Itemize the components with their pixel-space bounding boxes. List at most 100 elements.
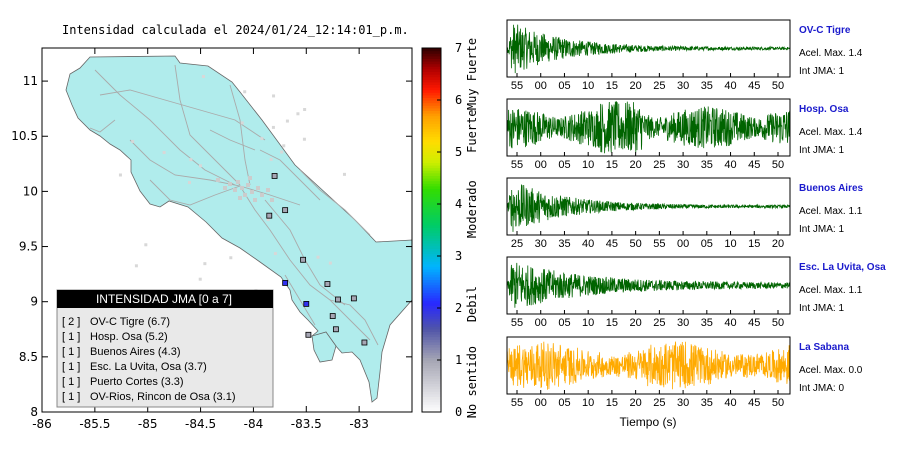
colorbar-strip bbox=[422, 393, 441, 397]
city-markers bbox=[118, 75, 346, 293]
colorbar-strip bbox=[422, 274, 441, 278]
trace-tick-label: 40 bbox=[724, 317, 736, 329]
colorbar-band-label: Debil bbox=[465, 286, 479, 322]
colorbar-strip bbox=[422, 279, 441, 283]
seismogram-panel: 55 00 05 10 15 20 25 30 35 40 45 50 OV-C Tigre Acel. … bbox=[506, 19, 863, 92]
town-marker bbox=[296, 112, 300, 116]
colorbar-strip bbox=[422, 328, 441, 332]
trace-frame bbox=[506, 336, 791, 395]
colorbar-strip bbox=[422, 224, 441, 228]
time-axis-label: Tiempo (s) bbox=[620, 415, 677, 429]
colorbar-strip bbox=[422, 107, 441, 111]
colorbar-strip bbox=[422, 282, 441, 286]
colorbar-strip bbox=[422, 237, 441, 241]
town-marker bbox=[134, 264, 138, 268]
colorbar-strip bbox=[422, 126, 441, 130]
road bbox=[129, 139, 301, 206]
city-marker bbox=[228, 182, 232, 186]
town-marker bbox=[240, 121, 244, 125]
town-marker bbox=[271, 125, 275, 129]
station-marker bbox=[329, 313, 336, 319]
town-marker bbox=[328, 261, 332, 265]
trace-tick-label: 10 bbox=[724, 238, 736, 250]
colorbar-strip bbox=[422, 165, 441, 169]
colorbar-strip bbox=[422, 152, 441, 156]
station-accel-max: Acel. Max. 1.1 bbox=[799, 206, 863, 217]
colorbar-tick-label: 5 bbox=[455, 145, 462, 159]
colorbar-strip bbox=[422, 313, 441, 317]
colorbar-strip bbox=[422, 146, 441, 150]
colorbar-strip bbox=[422, 84, 441, 88]
trace-tick-label: 10 bbox=[582, 397, 594, 409]
colorbar-strip bbox=[422, 380, 441, 384]
trace-frame bbox=[506, 177, 791, 236]
colorbar-strip bbox=[422, 188, 441, 192]
trace-tick-label: 00 bbox=[535, 80, 547, 92]
colorbar-tick-label: 3 bbox=[455, 249, 462, 263]
colorbar-strip bbox=[422, 185, 441, 189]
colorbar-strip bbox=[422, 175, 441, 179]
town-marker bbox=[229, 256, 233, 260]
map-title: Intensidad calculada el 2024/01/24_12:14… bbox=[62, 23, 409, 37]
colorbar-strip bbox=[422, 159, 441, 163]
trace-tick-label: 20 bbox=[630, 397, 642, 409]
colorbar-strip bbox=[422, 50, 441, 54]
town-marker bbox=[285, 119, 289, 123]
colorbar-tick-label: 2 bbox=[455, 301, 462, 315]
station-marker bbox=[266, 212, 273, 219]
colorbar-strip bbox=[422, 289, 441, 293]
colorbar-strip bbox=[422, 378, 441, 382]
trace-tick-label: 15 bbox=[606, 159, 618, 171]
station-name: Buenos Aires bbox=[799, 183, 864, 194]
city-marker bbox=[236, 180, 240, 184]
seismogram-panel: 25 30 35 40 45 50 55 00 05 10 15 20 Buenos Aires Acel… bbox=[506, 177, 864, 250]
intensity-map: -86 -85.5 -85 -84.5 -84 -83.5 -83 8 8.5 9 9.5 10 10… bbox=[11, 47, 413, 431]
legend-item-station: Esc. La Uvita, Osa (3.7) bbox=[90, 361, 207, 373]
road bbox=[174, 64, 241, 186]
city-marker bbox=[266, 188, 270, 192]
station-name: Hosp. Osa bbox=[799, 104, 849, 115]
city-marker bbox=[243, 193, 247, 197]
city-marker bbox=[223, 186, 227, 190]
colorbar-strip bbox=[422, 74, 441, 78]
station-marker bbox=[305, 331, 312, 338]
town-marker bbox=[201, 75, 205, 79]
road bbox=[89, 119, 116, 133]
colorbar-strip bbox=[422, 123, 441, 127]
colorbar-strip bbox=[422, 388, 441, 392]
station-intensity: Int JMA: 0 bbox=[799, 383, 844, 394]
town-marker bbox=[316, 255, 320, 259]
colorbar-strip bbox=[422, 136, 441, 140]
road bbox=[239, 185, 371, 341]
colorbar-strip bbox=[422, 401, 441, 405]
map-y-tick-label: 8.5 bbox=[19, 350, 38, 364]
map-y-axis: 8 8.5 9 9.5 10 10.5 11 bbox=[11, 74, 412, 419]
colorbar-strip bbox=[422, 66, 441, 70]
colorbar-strip bbox=[422, 271, 441, 275]
intensity-legend-box: INTENSIDAD JMA [0 a 7] [ 2 ] OV-C Tigre (… bbox=[56, 289, 274, 408]
colorbar-strip bbox=[422, 170, 441, 174]
city-marker bbox=[246, 183, 250, 187]
colorbar-strip bbox=[422, 300, 441, 304]
station-marker bbox=[332, 326, 339, 333]
colorbar-strip bbox=[422, 266, 441, 270]
trace-frame bbox=[506, 98, 791, 157]
trace-tick-label: 35 bbox=[558, 238, 570, 250]
trace-tick-label: 50 bbox=[630, 238, 642, 250]
colorbar-strip bbox=[422, 347, 441, 351]
station-intensity: Int JMA: 1 bbox=[799, 145, 844, 156]
colorbar-strip bbox=[422, 201, 441, 205]
legend-item-level: [ 1 ] bbox=[62, 346, 80, 358]
colorbar-strip bbox=[422, 105, 441, 109]
colorbar-strip bbox=[422, 297, 441, 301]
trace-frame bbox=[506, 256, 791, 315]
colorbar-strip bbox=[422, 76, 441, 80]
colorbar-strip bbox=[422, 58, 441, 62]
map-y-tick-label: 11 bbox=[23, 74, 38, 88]
seismic-trace bbox=[506, 101, 791, 154]
trace-tick-label: 40 bbox=[582, 238, 594, 250]
trace-tick-label: 20 bbox=[630, 159, 642, 171]
map-y-tick-label: 9 bbox=[30, 295, 38, 309]
colorbar-strip bbox=[422, 154, 441, 158]
